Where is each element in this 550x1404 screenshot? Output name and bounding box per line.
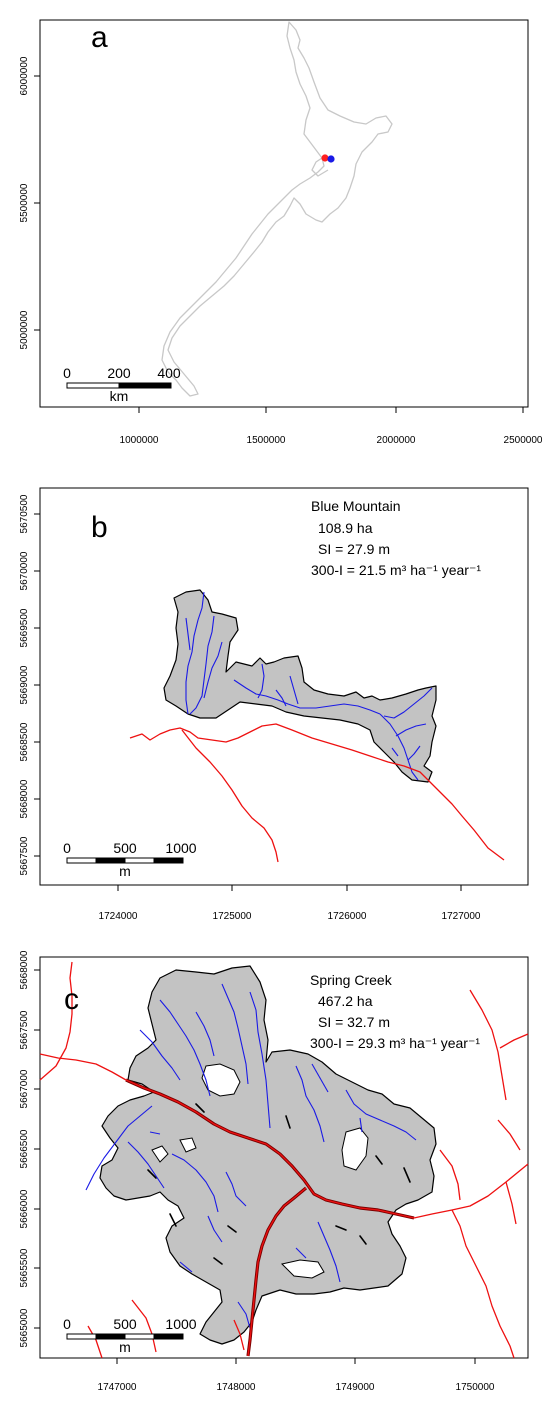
spring-creek-roads [39, 961, 529, 1359]
panel-a-y-tick-label: 6000000 [19, 56, 30, 95]
panel-a-x-tick-label: 2500000 [504, 435, 543, 446]
panel-c-scalebar-label: 500 [113, 1316, 137, 1332]
panel-b-y-tick-label: 5668000 [19, 779, 30, 818]
panel-c-y-axis: 5668000 5667500 5667000 5666500 5666000 … [19, 950, 40, 1347]
panel-b-y-tick-label: 5668500 [19, 722, 30, 761]
panel-b-x-tick-label: 1724000 [99, 911, 138, 922]
panel-b-scalebar: 0 500 1000 m [63, 840, 197, 879]
panel-c-y-tick-label: 5667000 [19, 1069, 30, 1108]
panel-c-x-tick-label: 1747000 [98, 1382, 137, 1393]
panel-c-scalebar-unit: m [119, 1339, 131, 1355]
panel-b-scalebar-label: 1000 [165, 840, 196, 856]
panel-b-scalebar-unit: m [119, 863, 131, 879]
panel-b-site-name: Blue Mountain [311, 498, 401, 514]
panel-a-y-tick-label: 5000000 [19, 310, 30, 349]
panel-a-scalebar-label: 200 [107, 365, 131, 381]
panel-a-x-tick-label: 1500000 [247, 435, 286, 446]
north-island-inlet [311, 157, 329, 177]
panel-b-scalebar-label: 500 [113, 840, 137, 856]
panel-c-letter: c [64, 983, 79, 1016]
panel-c-y-tick-label: 5665000 [19, 1308, 30, 1347]
panel-b-production: 300-I = 21.5 m³ ha⁻¹ year⁻¹ [311, 562, 481, 578]
panel-b-info: Blue Mountain 108.9 ha SI = 27.9 m 300-I… [311, 498, 481, 578]
panel-c-x-tick-label: 1749000 [336, 1382, 375, 1393]
site-spring-creek-marker [327, 155, 335, 163]
panel-b-y-tick-label: 5670500 [19, 494, 30, 533]
blue-mountain-streams [185, 591, 433, 781]
site-blue-mountain-marker [321, 154, 329, 162]
panel-b-x-axis: 1724000 1725000 1726000 1727000 [99, 885, 481, 922]
panel-a-scalebar: 0 200 400 km [63, 365, 181, 404]
panel-b-si: SI = 27.9 m [318, 541, 390, 557]
panel-c-scalebar-label: 0 [63, 1316, 71, 1332]
panel-b-x-tick-label: 1727000 [442, 911, 481, 922]
panel-b-area: 108.9 ha [318, 520, 373, 536]
panel-c-y-tick-label: 5668000 [19, 950, 30, 989]
panel-b: b Blue Mountain 108.9 ha SI = 27.9 m 300… [19, 487, 529, 922]
panel-c-info: Spring Creek 467.2 ha SI = 32.7 m 300-I … [310, 972, 480, 1051]
panel-a-letter: a [91, 21, 108, 54]
panel-a-frame [39, 19, 529, 408]
spring-creek-streams [85, 983, 417, 1329]
panel-b-letter: b [91, 511, 108, 544]
panel-c-scalebar: 0 500 1000 m [63, 1316, 197, 1355]
panel-a: a 1000000 1500000 2000000 2500000 600000… [19, 19, 543, 446]
panel-c: c Spring Creek 467.2 ha SI = 32.7 m 300-… [19, 950, 529, 1393]
panel-b-scalebar-label: 0 [63, 840, 71, 856]
panel-c-y-tick-label: 5666000 [19, 1189, 30, 1228]
panel-a-scalebar-unit: km [110, 388, 129, 404]
panel-c-site-name: Spring Creek [310, 972, 393, 988]
panel-c-x-axis: 1747000 1748000 1749000 1750000 [98, 1358, 495, 1393]
blue-mountain-catchment [163, 589, 437, 783]
panel-c-y-tick-label: 5666500 [19, 1129, 30, 1168]
panel-b-y-tick-label: 5669000 [19, 665, 30, 704]
panel-c-y-tick-label: 5667500 [19, 1010, 30, 1049]
panel-b-x-tick-label: 1725000 [213, 911, 252, 922]
panel-c-production: 300-I = 29.3 m³ ha⁻¹ year⁻¹ [310, 1035, 480, 1051]
panel-b-y-tick-label: 5669500 [19, 608, 30, 647]
panel-c-x-tick-label: 1748000 [217, 1382, 256, 1393]
panel-a-scalebar-label: 0 [63, 365, 71, 381]
spring-creek-holes [151, 1063, 369, 1279]
new-zealand-coastline [161, 21, 393, 397]
panel-a-x-tick-label: 2000000 [377, 435, 416, 446]
panel-a-x-tick-label: 1000000 [120, 435, 159, 446]
panel-c-area: 467.2 ha [318, 993, 373, 1009]
panel-a-scalebar-label: 400 [157, 365, 181, 381]
panel-a-x-axis: 1000000 1500000 2000000 2500000 [120, 407, 543, 446]
panel-a-y-axis: 6000000 5500000 5000000 [19, 56, 40, 349]
panel-a-y-tick-label: 5500000 [19, 183, 30, 222]
blue-mountain-roads [129, 723, 505, 863]
panel-b-y-axis: 5670500 5670000 5669500 5669000 5668500 … [19, 494, 40, 875]
panel-b-y-tick-label: 5670000 [19, 551, 30, 590]
panel-b-y-tick-label: 5667500 [19, 836, 30, 875]
panel-c-y-tick-label: 5665500 [19, 1248, 30, 1287]
panel-b-x-tick-label: 1726000 [328, 911, 367, 922]
panel-c-frame [39, 956, 529, 1359]
panel-c-scalebar-label: 1000 [165, 1316, 196, 1332]
spring-creek-fragments [147, 1103, 411, 1265]
panel-c-si: SI = 32.7 m [318, 1014, 390, 1030]
panel-c-x-tick-label: 1750000 [456, 1382, 495, 1393]
panel-b-frame [39, 487, 529, 886]
